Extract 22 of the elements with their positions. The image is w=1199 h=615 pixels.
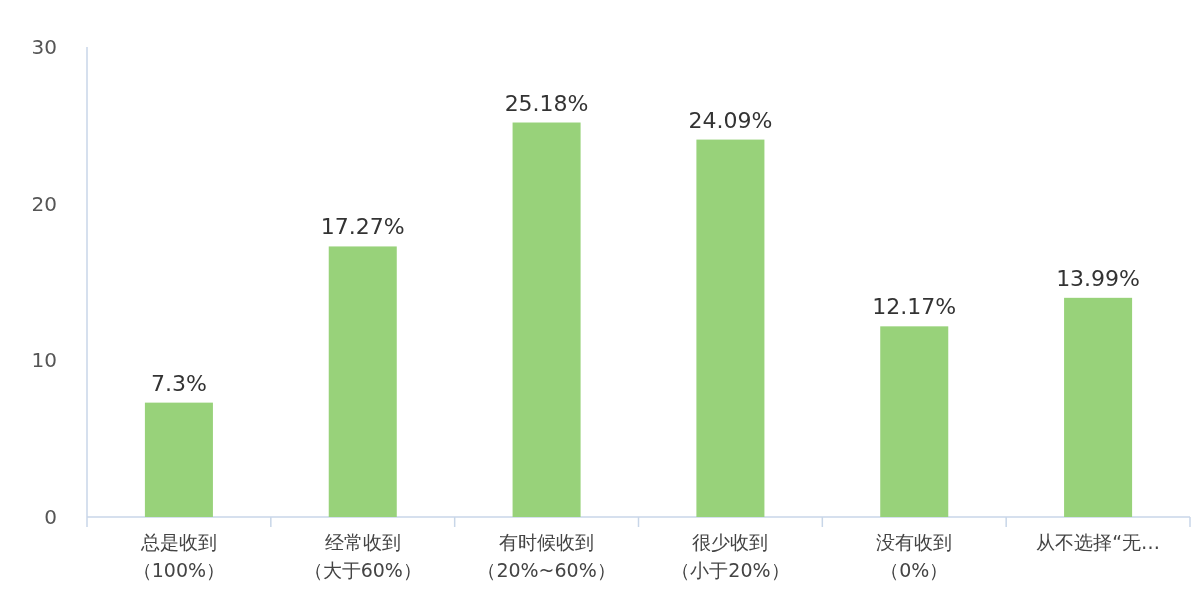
x-tick-label: 有时候收到（20%~60%）	[477, 531, 616, 581]
bar	[696, 139, 765, 517]
y-tick-label: 30	[31, 35, 57, 59]
bar	[328, 246, 397, 517]
bar	[144, 402, 213, 517]
y-tick-label: 10	[31, 348, 57, 373]
x-tick-label: 没有收到（0%）	[876, 531, 953, 581]
y-tick-label: 0	[44, 505, 57, 529]
bar	[512, 122, 581, 517]
x-tick-label: 很少收到（小于20%）	[671, 531, 790, 581]
data-label: 25.18%	[504, 90, 589, 116]
data-label: 12.17%	[872, 294, 957, 320]
data-label: 17.27%	[320, 214, 405, 240]
x-tick-label: 从不选择“无…	[1036, 531, 1161, 553]
bar	[1064, 297, 1133, 517]
x-tick-label: 经常收到（大于60%）	[303, 531, 422, 581]
data-label: 13.99%	[1056, 265, 1141, 291]
data-label: 24.09%	[688, 107, 773, 133]
y-tick-label: 20	[31, 191, 57, 216]
bar	[880, 326, 949, 517]
x-tick-label: 总是收到（100%）	[132, 531, 226, 581]
data-label: 7.3%	[150, 370, 207, 396]
